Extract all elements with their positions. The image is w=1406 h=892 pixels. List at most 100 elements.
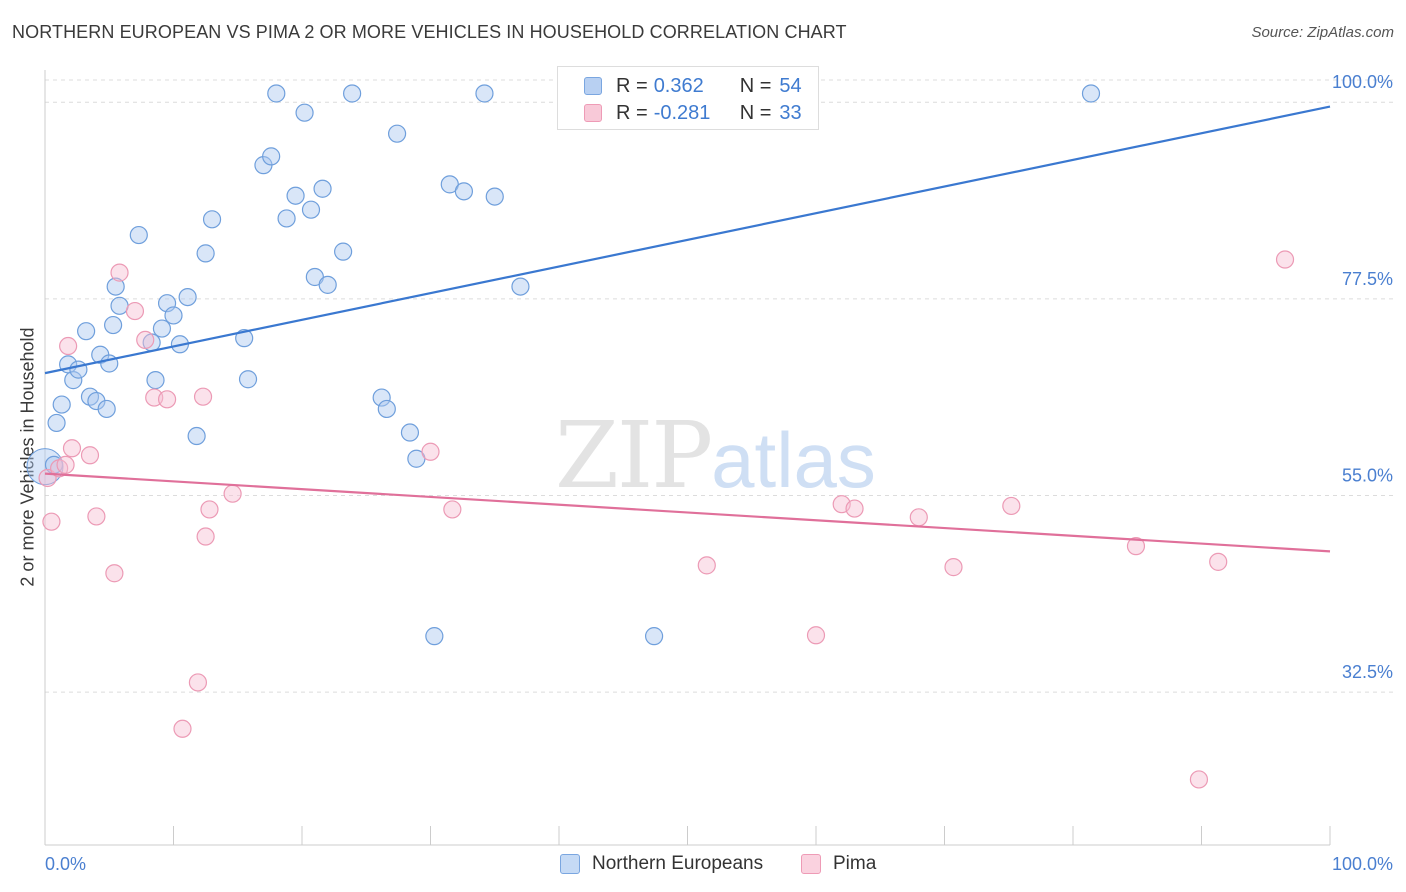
data-point	[372, 388, 391, 407]
data-point	[146, 371, 165, 390]
legend-swatch-northern-europeans	[560, 854, 580, 874]
data-point	[200, 500, 219, 519]
data-point	[485, 187, 504, 206]
trend-line	[44, 472, 1331, 553]
legend-swatch-pima	[801, 854, 821, 874]
y-tick-label: 32.5%	[1342, 662, 1393, 682]
data-point	[87, 507, 106, 526]
data-point	[387, 124, 407, 143]
data-point	[136, 330, 155, 350]
data-point	[235, 329, 254, 348]
data-point	[277, 209, 296, 228]
legend-label-pima: Pima	[833, 853, 877, 874]
data-point	[188, 673, 208, 692]
legend-item-northern-europeans[interactable]: Northern Europeans	[560, 852, 763, 876]
data-point	[105, 564, 124, 583]
data-point	[1126, 537, 1146, 556]
data-point	[125, 301, 145, 321]
watermark-atlas: atlas	[711, 416, 876, 504]
data-point	[187, 426, 206, 446]
data-point	[110, 296, 129, 315]
data-point	[400, 423, 420, 442]
data-point	[1002, 496, 1021, 516]
data-point	[129, 225, 148, 245]
data-point	[1275, 250, 1295, 269]
watermark: ZIPatlas	[555, 402, 876, 509]
chart-title: NORTHERN EUROPEAN VS PIMA 2 OR MORE VEHI…	[12, 22, 847, 42]
data-point	[223, 484, 242, 503]
data-point	[377, 399, 396, 419]
data-point	[77, 322, 96, 341]
legend-n-label: N =	[739, 74, 772, 97]
legend-n-value: 54	[779, 74, 802, 97]
data-point	[193, 387, 213, 406]
legend-label-northern-europeans: Northern Europeans	[592, 853, 764, 874]
y-tick-label: 55.0%	[1342, 465, 1393, 485]
data-point	[47, 413, 66, 433]
data-point	[64, 371, 83, 390]
data-point	[62, 439, 82, 458]
legend-swatch-pink	[584, 104, 602, 122]
data-point	[697, 556, 716, 575]
data-point	[1081, 84, 1101, 103]
data-point	[267, 84, 286, 103]
data-point	[475, 84, 494, 103]
data-point	[56, 455, 75, 474]
data-point	[80, 446, 100, 465]
data-point	[104, 315, 123, 335]
data-point	[644, 627, 664, 646]
data-point	[301, 200, 321, 219]
legend-r-label: R =	[616, 101, 648, 124]
data-point	[238, 370, 258, 389]
data-point	[1209, 552, 1228, 571]
data-point	[157, 390, 177, 409]
data-point	[59, 336, 78, 356]
data-point	[69, 360, 88, 379]
data-point	[286, 186, 305, 205]
data-point	[443, 500, 462, 519]
data-point	[196, 527, 215, 546]
data-point	[845, 499, 864, 518]
legend-row-northern-europeans: R = 0.362 N = 54	[584, 73, 802, 99]
y-tick-label: 100.0%	[1332, 72, 1393, 92]
data-point	[454, 182, 474, 201]
data-point	[334, 242, 353, 261]
legend-swatch-blue	[584, 77, 602, 95]
data-point	[313, 179, 332, 198]
data-point	[106, 277, 125, 296]
data-point	[425, 627, 444, 646]
data-point	[262, 147, 281, 166]
legend-row-pima: R = -0.281 N = 33	[584, 100, 802, 126]
data-point	[110, 263, 129, 282]
x-tick-label: 0.0%	[45, 854, 86, 874]
data-point	[196, 244, 215, 263]
y-tick-label: 77.5%	[1342, 269, 1393, 289]
legend-n-label: N =	[739, 101, 772, 124]
watermark-zip: ZIP	[555, 402, 713, 509]
data-point	[295, 103, 314, 122]
data-point	[152, 319, 172, 338]
data-point	[42, 512, 61, 531]
data-point	[52, 395, 71, 414]
data-point	[164, 306, 183, 325]
data-point	[806, 626, 826, 645]
data-point	[511, 277, 530, 296]
data-point	[173, 719, 192, 738]
data-point	[343, 84, 362, 103]
data-point	[944, 558, 963, 577]
data-point	[178, 287, 197, 307]
legend-n-value: 33	[779, 101, 802, 124]
source-label: Source: ZipAtlas.com	[1251, 24, 1394, 41]
legend-r-value: 0.362	[653, 74, 704, 97]
data-point	[1189, 770, 1209, 789]
legend-r-value: -0.281	[653, 101, 711, 124]
legend-item-pima[interactable]: Pima	[801, 852, 876, 876]
data-point	[202, 210, 222, 229]
legend-r-label: R =	[616, 74, 648, 97]
data-point	[421, 442, 440, 461]
data-point	[318, 275, 337, 294]
x-tick-label: 100.0%	[1332, 854, 1393, 874]
trend-line	[44, 105, 1331, 375]
data-point	[909, 508, 928, 527]
